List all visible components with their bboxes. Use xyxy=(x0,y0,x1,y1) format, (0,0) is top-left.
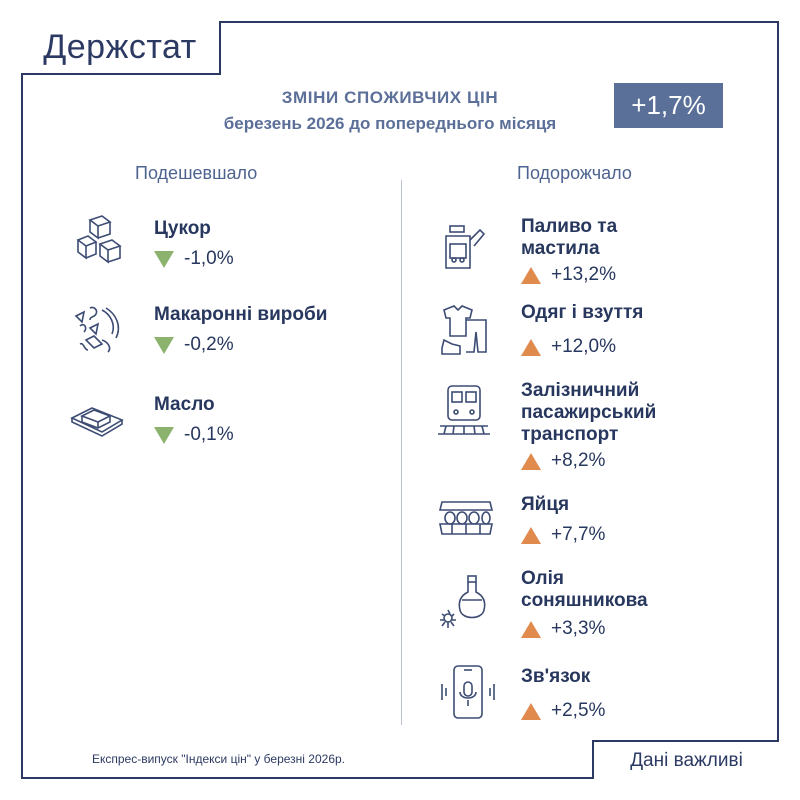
increase-triangle-icon xyxy=(521,452,541,470)
footer-note: Експрес-випуск "Індекси цін" у березні 2… xyxy=(92,752,345,766)
decrease-triangle-icon xyxy=(154,426,174,444)
page-frame xyxy=(21,21,779,779)
item-name-line: Паливо та xyxy=(521,216,618,237)
butter-icon xyxy=(68,390,124,446)
item-change: +8,2% xyxy=(521,450,605,472)
increase-triangle-icon xyxy=(521,702,541,720)
column-divider xyxy=(401,180,402,725)
item-change: -1,0% xyxy=(154,248,234,270)
oil-bottle-icon xyxy=(438,574,494,630)
item-change: +3,3% xyxy=(521,618,605,640)
increase-triangle-icon xyxy=(521,266,541,284)
item-name: Залізничний пасажирський транспорт xyxy=(521,380,656,446)
increase-triangle-icon xyxy=(521,526,541,544)
item-name-line: пасажирський xyxy=(521,402,657,423)
item-change: +2,5% xyxy=(521,700,605,722)
train-icon xyxy=(436,382,492,438)
pricier-heading: Подорожчало xyxy=(517,163,632,183)
item-name-line: Олія xyxy=(521,568,564,589)
item-name: Одяг і взуття xyxy=(521,302,644,323)
fuel-canister-icon xyxy=(440,216,496,272)
item-change-value: -0,2% xyxy=(184,334,234,355)
item-name: Макаронні вироби xyxy=(154,304,328,325)
item-change: +7,7% xyxy=(521,524,605,546)
increase-triangle-icon xyxy=(521,620,541,638)
item-name-line: Залізничний xyxy=(521,380,640,401)
item-name-line: транспорт xyxy=(521,424,619,445)
item-name: Олія соняшникова xyxy=(521,568,648,612)
pasta-icon xyxy=(72,300,128,356)
clothes-icon xyxy=(438,302,494,358)
page-subtitle: березень 2026 до попереднього місяця xyxy=(223,114,557,133)
page-title: ЗМІНИ СПОЖИВЧИХ ЦІН xyxy=(281,88,499,107)
item-name: Масло xyxy=(154,394,215,415)
item-change-value: +2,5% xyxy=(551,700,606,721)
slogan-box: Дані важливі xyxy=(592,740,779,779)
item-change: -0,1% xyxy=(154,424,234,446)
item-name-line: соняшникова xyxy=(521,590,648,611)
decrease-triangle-icon xyxy=(154,250,174,268)
item-change: -0,2% xyxy=(154,334,234,356)
phone-icon xyxy=(440,664,496,720)
logo: Держстат xyxy=(21,21,221,75)
item-name: Зв'язок xyxy=(521,666,591,687)
total-change-badge: +1,7% xyxy=(614,83,723,128)
header-titles: ЗМІНИ СПОЖИВЧИХ ЦІН березень 2026 до поп… xyxy=(180,88,600,134)
item-change-value: -1,0% xyxy=(184,248,234,269)
item-change-value: +12,0% xyxy=(551,336,616,357)
item-change: +12,0% xyxy=(521,336,616,358)
slogan-text: Дані важливі xyxy=(630,749,743,771)
cheaper-heading: Подешевшало xyxy=(135,163,258,183)
item-change-value: -0,1% xyxy=(184,424,234,445)
item-name: Яйця xyxy=(521,494,570,515)
item-change-value: +8,2% xyxy=(551,450,606,471)
item-name-line: мастила xyxy=(521,238,600,259)
sugar-cubes-icon xyxy=(72,212,128,268)
item-change-value: +7,7% xyxy=(551,524,606,545)
item-change-value: +13,2% xyxy=(551,264,616,285)
item-change-value: +3,3% xyxy=(551,618,606,639)
item-name: Цукор xyxy=(154,218,211,239)
decrease-triangle-icon xyxy=(154,336,174,354)
item-name: Паливо та мастила xyxy=(521,216,617,260)
increase-triangle-icon xyxy=(521,338,541,356)
egg-tray-icon xyxy=(438,492,494,548)
logo-text: Держстат xyxy=(43,27,197,66)
item-change: +13,2% xyxy=(521,264,616,286)
